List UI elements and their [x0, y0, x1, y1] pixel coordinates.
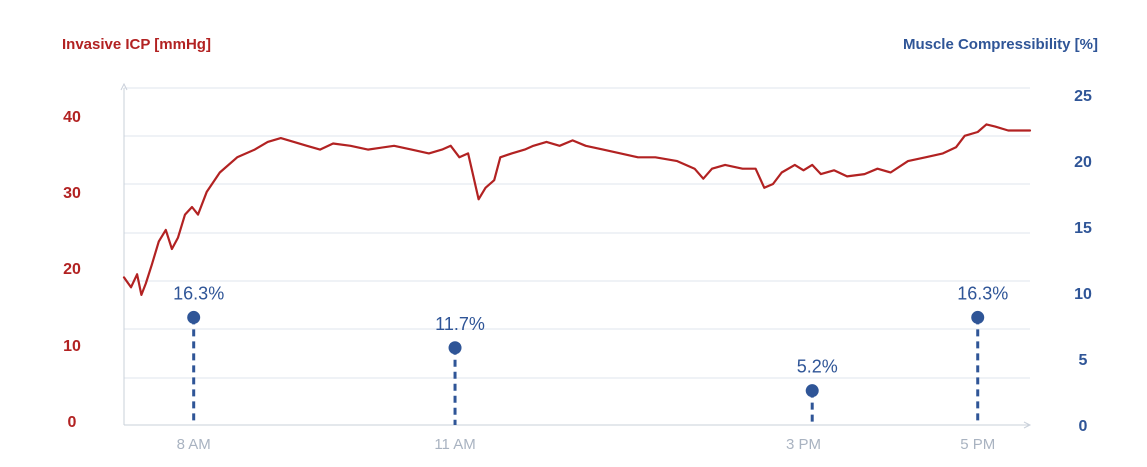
- x-tick-label: 11 AM: [434, 436, 475, 453]
- left-tick-label: 0: [68, 414, 77, 431]
- right-tick-label: 30: [1074, 0, 1092, 4]
- x-tick-label: 8 AM: [177, 436, 211, 453]
- axes: [120, 82, 1032, 429]
- right-tick-label: 20: [1074, 154, 1092, 171]
- left-tick-label: 40: [63, 109, 81, 126]
- x-tick-label: 5 PM: [960, 436, 995, 453]
- compressibility-markers: 16.3% 11.7% 5.2% 16.3%: [173, 283, 1008, 425]
- compressibility-point: [187, 310, 201, 324]
- compressibility-point: [971, 310, 985, 324]
- right-axis-title: Muscle Compressibility [%]: [902, 36, 1098, 53]
- tick-labels: 0 10 20 30 40 0 5 10 15 20 25 30 8 AM 11 AM 3 PM 5 PM: [63, 0, 1092, 453]
- left-tick-label: 30: [63, 185, 81, 202]
- right-tick-label: 15: [1074, 220, 1092, 237]
- compressibility-point: [805, 384, 819, 398]
- left-tick-label: 10: [63, 338, 81, 355]
- icp-line-group: [122, 123, 1032, 296]
- icp-line: [122, 123, 1032, 296]
- compressibility-label: 16.3%: [957, 283, 1008, 303]
- right-tick-label: 5: [1079, 352, 1088, 369]
- right-tick-label: 0: [1079, 418, 1088, 435]
- left-tick-label: 20: [63, 261, 81, 278]
- right-tick-label: 25: [1074, 88, 1092, 105]
- compressibility-point: [448, 341, 462, 355]
- compressibility-label: 16.3%: [173, 283, 224, 303]
- y-axis-arrow: [120, 82, 128, 91]
- right-tick-label: 10: [1074, 286, 1092, 303]
- x-axis-arrow: [1023, 421, 1032, 429]
- grid-lines: [124, 87, 1030, 379]
- compressibility-label: 5.2%: [797, 357, 838, 377]
- compressibility-label: 11.7%: [435, 314, 485, 334]
- x-tick-label: 3 PM: [786, 436, 821, 453]
- left-axis-title: Invasive ICP [mmHg]: [62, 36, 211, 53]
